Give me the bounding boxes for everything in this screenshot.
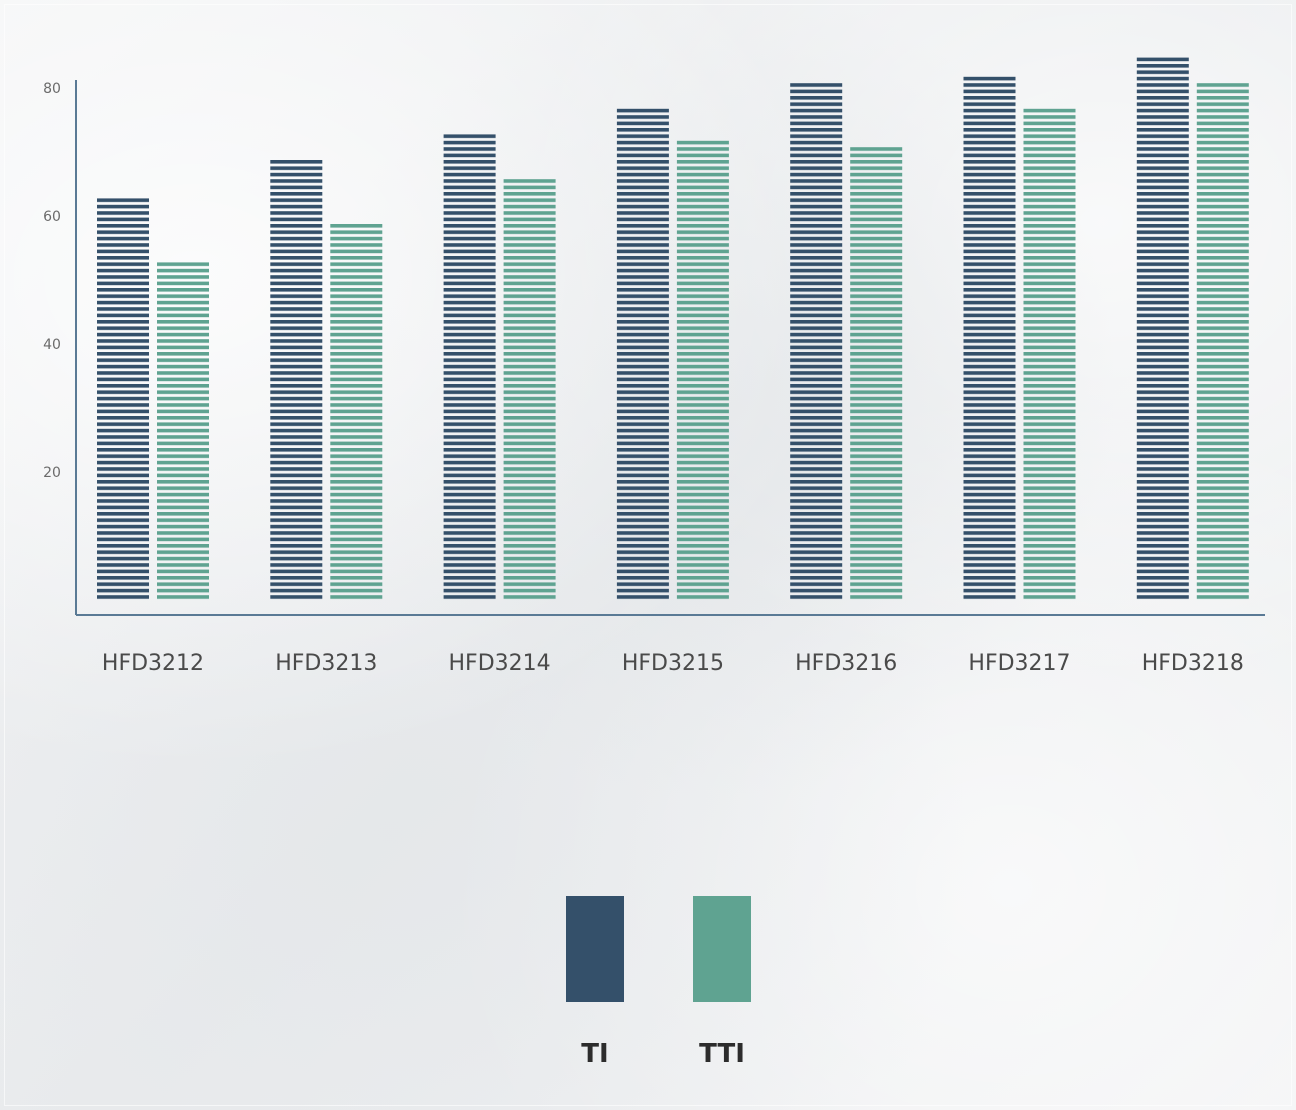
x-category-label: HFD3213 [275, 651, 377, 676]
bar-ti-hfd3217 [963, 75, 1016, 600]
legend-swatch-ti [566, 896, 624, 1002]
bar-tti-hfd3216 [850, 145, 903, 600]
bar-tti-hfd3214 [503, 177, 556, 600]
x-category-labels: HFD3212 HFD3213 HFD3214 HFD3215 HFD3216 HFD32… [102, 651, 1244, 676]
x-category-label: HFD3216 [795, 651, 897, 676]
legend: TI TTI [566, 896, 751, 1069]
bar-tti-hfd3213 [330, 222, 383, 600]
bar-tti-hfd3217 [1023, 107, 1076, 600]
bar-ti-hfd3215 [616, 107, 669, 600]
legend-label-ti: TI [581, 1039, 608, 1069]
y-tick-label: 20 [43, 465, 61, 481]
y-tick-labels: 20 40 60 80 [43, 81, 61, 481]
x-category-label: HFD3214 [449, 651, 551, 676]
axes-layer [75, 80, 1265, 616]
bar-ti-hfd3216 [790, 81, 843, 601]
y-tick-label: 60 [43, 209, 61, 225]
bar-tti-hfd3212 [157, 260, 209, 600]
x-category-label: HFD3218 [1142, 651, 1244, 676]
y-tick-label: 80 [43, 81, 61, 97]
bar-tti-hfd3218 [1196, 81, 1249, 601]
bar-ti-hfd3214 [443, 132, 496, 601]
legend-swatch-tti [693, 896, 751, 1002]
bars-layer [97, 56, 1249, 601]
y-tick-label: 40 [43, 337, 61, 353]
bar-tti-hfd3215 [676, 139, 729, 600]
bar-ti-hfd3212 [97, 196, 149, 601]
bar-ti-hfd3218 [1136, 56, 1189, 600]
bar-ti-hfd3213 [270, 158, 323, 600]
x-category-label: HFD3212 [102, 651, 204, 676]
legend-label-tti: TTI [699, 1039, 745, 1069]
x-category-label: HFD3217 [968, 651, 1070, 676]
x-category-label: HFD3215 [622, 651, 724, 676]
